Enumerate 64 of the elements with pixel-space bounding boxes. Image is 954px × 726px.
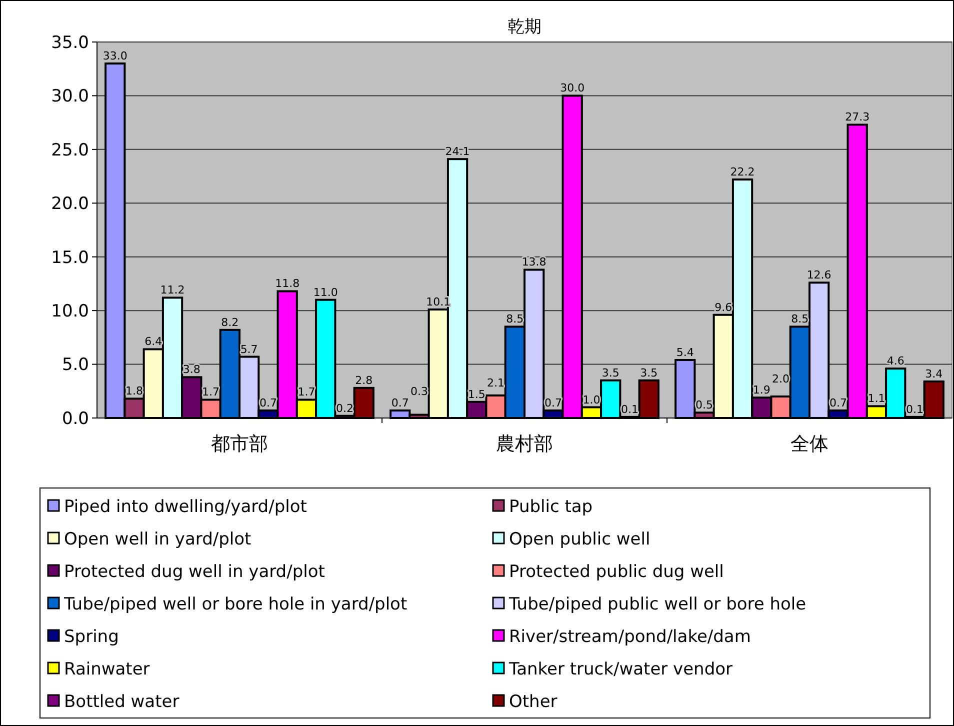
data-label: 3.5 [640,366,658,380]
data-label: 0.7 [544,396,562,410]
data-label: 3.4 [925,367,943,380]
legend-label: Protected dug well in yard/plot [64,562,326,582]
data-label: 27.3 [845,110,870,124]
data-label: 5.7 [240,342,258,356]
data-label: 0.7 [259,396,277,410]
legend-label: Tube/piped well or bore hole in yard/plot [63,594,408,614]
data-label: 12.6 [806,268,832,282]
data-label: 2.1 [487,376,505,390]
y-tick-label: 25.0 [51,140,89,160]
data-label: 11.2 [160,284,185,297]
data-label: 8.5 [791,312,809,326]
data-label: 1.1 [868,392,886,406]
data-label: 3.5 [602,366,620,380]
data-label: 22.2 [730,166,755,179]
legend-label: Piped into dwelling/yard/plot [64,496,308,517]
legend-label: Bottled water [64,692,180,712]
data-label: 30.0 [560,82,585,95]
legend-label: Public tap [509,496,593,517]
data-label: 13.8 [522,256,546,269]
y-tick-label: 10.0 [51,302,89,322]
legend-label: Other [509,692,558,712]
legend-label: Protected public dug well [509,562,724,582]
y-tick-label: 15.0 [51,248,89,268]
data-label: 33.0 [102,49,128,62]
data-label: 0.1 [906,402,924,416]
y-tick-label: 5.0 [62,355,89,376]
data-label: 2.0 [772,372,790,386]
legend-label: Spring [64,626,119,647]
data-label: 1.9 [752,384,770,397]
chart-title: 乾期 [508,17,542,37]
data-label: 1.5 [468,388,486,401]
x-tick-label: 全体 [790,433,828,455]
data-label: 6.4 [144,335,162,348]
data-label: 0.7 [391,396,409,410]
legend-label: River/stream/pond/lake/dam [509,626,751,647]
y-tick-label: 35.0 [51,32,89,53]
legend-label: Rainwater [64,659,150,680]
legend-label: Open well in yard/plot [64,529,252,550]
data-label: 8.5 [506,312,524,326]
x-tick-label: 都市部 [211,433,268,455]
data-label: 0.7 [829,396,847,410]
data-label: 1.8 [126,384,144,398]
data-label: 11.0 [313,286,338,299]
data-label: 0.1 [620,402,638,416]
y-tick-label: 0.0 [62,408,89,429]
data-label: 1.7 [298,386,316,399]
data-label: 8.2 [221,316,239,329]
x-tick-label: 農村部 [496,433,553,455]
legend-label: Tanker truck/water vendor [508,659,733,680]
data-label: 2.8 [355,374,373,387]
y-tick-label: 30.0 [51,86,89,107]
legend-label: Open public well [509,529,650,550]
y-tick-label: 20.0 [51,194,89,214]
data-label: 11.8 [275,277,300,290]
data-label: 3.8 [182,363,200,376]
legend-label: Tube/piped public well or bore hole [508,594,806,614]
data-label: 1.0 [582,393,600,406]
data-label: 5.4 [676,346,694,359]
data-label: 0.3 [410,384,428,398]
data-label: 0.2 [336,402,354,415]
data-label: 0.5 [696,398,714,412]
data-label: 1.7 [202,386,220,399]
